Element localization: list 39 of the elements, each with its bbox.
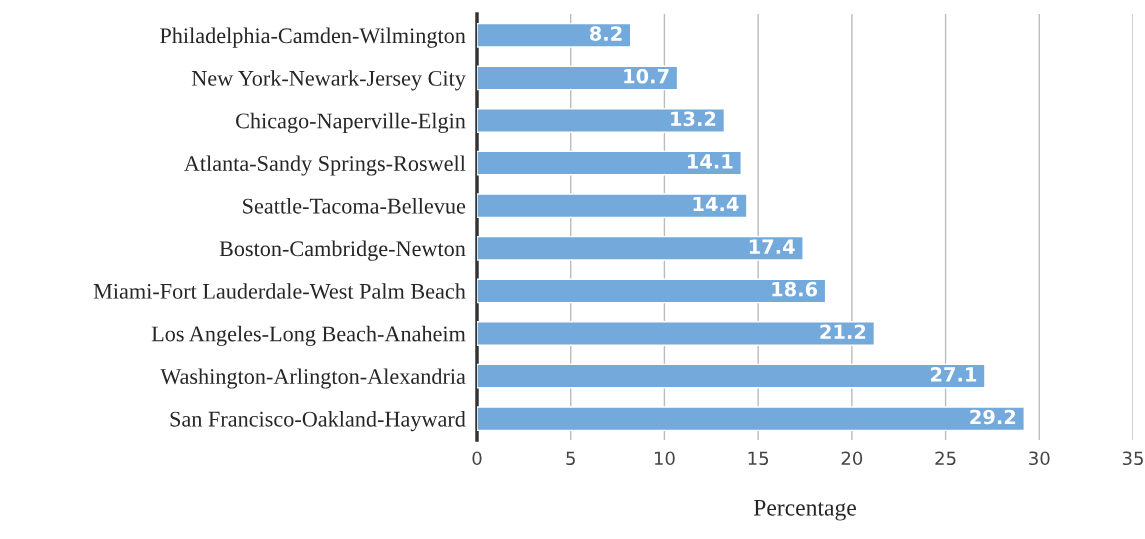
x-tick-label: 10 — [654, 451, 675, 466]
bar — [477, 235, 804, 261]
bar — [477, 150, 742, 176]
x-tick-label: 35 — [1122, 451, 1143, 466]
bar — [477, 363, 986, 389]
bar — [477, 321, 876, 346]
x-tick-label: 15 — [748, 451, 769, 466]
data-label: 17.4 — [749, 239, 795, 254]
y-tick-label: Atlanta-Sandy Springs-Roswell — [184, 155, 466, 176]
bar — [477, 406, 1025, 432]
y-tick-label: New York-Newark-Jersey City — [191, 70, 466, 91]
y-tick-label: Miami-Fort Lauderdale-West Palm Beach — [93, 283, 466, 299]
data-label: 8.2 — [589, 26, 622, 41]
y-tick-label: Philadelphia-Camden-Wilmington — [160, 27, 466, 48]
x-tick-label: 0 — [472, 451, 482, 466]
x-tick-label: 30 — [1029, 451, 1050, 466]
x-tick-label: 5 — [566, 451, 575, 466]
x-axis-title: Percentage — [753, 500, 856, 521]
data-label: 21.2 — [820, 324, 866, 339]
x-tick-label: 25 — [935, 451, 956, 466]
data-label: 13.2 — [671, 111, 716, 127]
data-label: 18.6 — [772, 281, 818, 297]
y-tick-label: Chicago-Naperville-Elgin — [236, 112, 466, 134]
data-label: 27.1 — [931, 367, 977, 382]
bar — [477, 193, 748, 219]
bar — [477, 278, 827, 304]
y-tick-label: Boston-Cambridge-Newton — [219, 240, 466, 261]
data-label: 10.7 — [624, 68, 669, 84]
bar — [477, 22, 632, 48]
data-label: 29.2 — [970, 409, 1016, 425]
x-tick-label: 20 — [841, 451, 863, 466]
bar — [477, 108, 726, 133]
y-tick-label: Seattle-Tacoma-Bellevue — [243, 197, 466, 214]
y-tick-label: Washington-Arlington-Alexandria — [160, 368, 466, 389]
data-label: 14.4 — [693, 196, 739, 212]
bar — [477, 65, 679, 91]
y-tick-label: San Francisco-Oakland-Hayward — [170, 410, 466, 432]
data-label: 14.1 — [688, 154, 733, 169]
y-tick-label: Los Angeles-Long Beach-Anaheim — [151, 325, 466, 347]
